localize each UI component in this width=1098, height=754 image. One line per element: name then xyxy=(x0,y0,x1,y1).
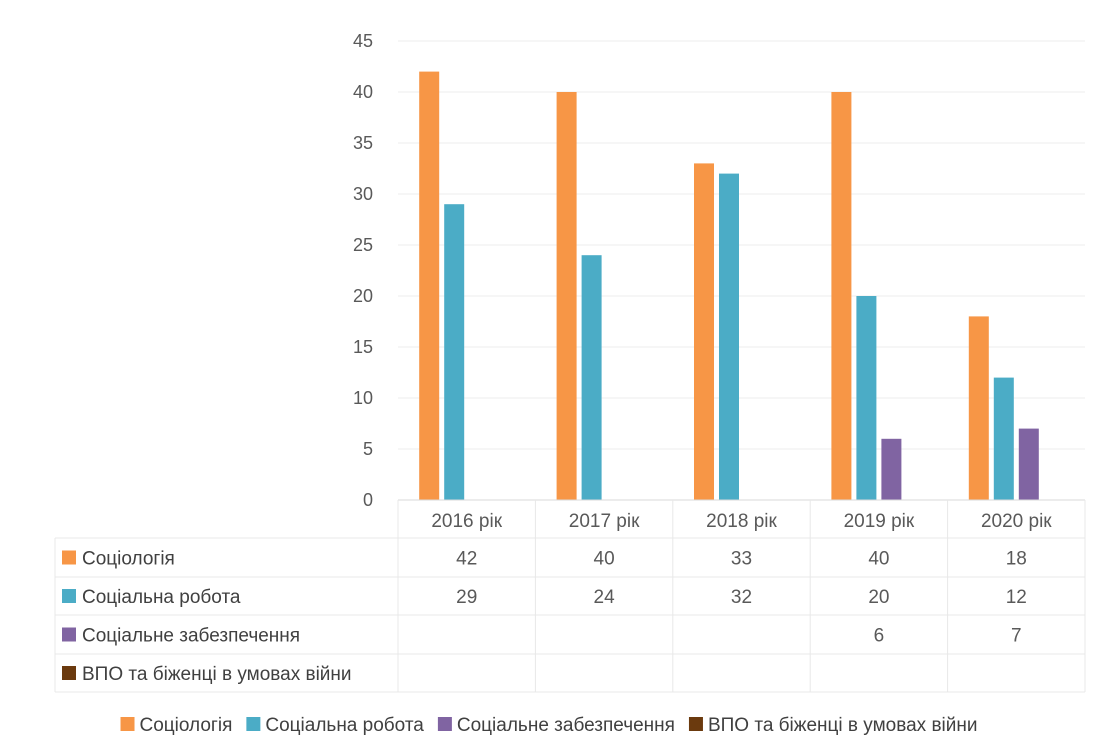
y-tick-label: 45 xyxy=(353,31,373,51)
category-label: 2019 рік xyxy=(844,511,915,532)
category-label: 2016 рік xyxy=(431,511,502,532)
data-label: 20 xyxy=(868,587,889,608)
legend-swatch-соціальне-забезпечення xyxy=(437,717,452,731)
series-label: Соціальна робота xyxy=(82,587,241,608)
data-label: 32 xyxy=(731,587,752,608)
series-label: ВПО та біженці в умовах війни xyxy=(82,664,352,685)
y-tick-label: 20 xyxy=(353,286,373,306)
bar-соціальне-забезпечення-2020-рік xyxy=(1018,428,1039,500)
data-label: 7 xyxy=(1011,626,1022,647)
data-label: 12 xyxy=(1006,587,1027,608)
legend-swatch-соціальна-робота xyxy=(246,717,261,731)
category-label: 2020 рік xyxy=(981,511,1052,532)
legend-label: ВПО та біженці в умовах війни xyxy=(708,715,978,736)
data-label: 24 xyxy=(594,587,616,608)
bar-соціологія-2016-рік xyxy=(419,71,440,500)
data-label: 42 xyxy=(456,549,477,570)
y-tick-label: 35 xyxy=(353,133,373,153)
bar-соціологія-2018-рік xyxy=(694,163,714,500)
bar-соціальна-робота-2020-рік xyxy=(993,377,1014,500)
category-label: 2017 рік xyxy=(569,511,640,532)
y-tick-label: 30 xyxy=(353,184,373,204)
bar-соціальна-робота-2017-рік xyxy=(581,255,602,500)
bar-соціальна-робота-2016-рік xyxy=(444,204,465,500)
series-key-соціальне-забезпечення xyxy=(62,627,76,642)
data-label: 18 xyxy=(1006,549,1027,570)
data-table: 2016 рік 2017 рік 2018 рік 2019 рік 2020 рік… xyxy=(54,499,1086,693)
y-tick-label: 40 xyxy=(353,82,373,102)
data-label: 29 xyxy=(456,587,477,608)
bar-соціальна-робота-2019-рік xyxy=(856,296,877,500)
series-key-соціальна-робота xyxy=(62,589,76,603)
y-axis-ticks: 0 5 10 15 20 25 30 35 40 45 xyxy=(353,31,373,510)
bar-соціологія-2017-рік xyxy=(556,92,577,500)
data-label: 33 xyxy=(731,549,752,570)
y-tick-label: 0 xyxy=(363,490,373,510)
gridlines xyxy=(398,40,1085,450)
series-label: Соціологія xyxy=(82,549,175,570)
y-tick-label: 5 xyxy=(363,439,373,459)
series-key-впо-та-біженці-в-умовах-війни xyxy=(62,666,76,680)
y-tick-label: 15 xyxy=(353,337,373,357)
bar-соціологія-2020-рік xyxy=(968,316,989,500)
legend-label: Соціальна робота xyxy=(265,715,424,736)
series-key-соціологія xyxy=(62,550,76,565)
y-tick-label: 10 xyxy=(353,388,373,408)
bar-соціальна-робота-2018-рік xyxy=(719,173,739,500)
bars xyxy=(419,71,1039,500)
legend-label: Соціологія xyxy=(140,715,233,736)
data-label: 40 xyxy=(594,549,615,570)
y-tick-label: 25 xyxy=(353,235,373,255)
legend-swatch-впо-та-біженці-в-умовах-війни xyxy=(688,717,703,731)
data-label: 6 xyxy=(874,626,885,647)
bar-соціологія-2019-рік xyxy=(831,92,852,500)
legend-label: Соціальне забезпечення xyxy=(457,715,675,736)
legend: Соціологія Соціальна робота Соціальне забе… xyxy=(120,715,978,736)
data-label: 40 xyxy=(868,549,889,570)
legend-swatch-соціологія xyxy=(120,717,135,731)
series-label: Соціальне забезпечення xyxy=(82,626,300,647)
bar-соціальне-забезпечення-2019-рік xyxy=(881,438,902,500)
category-label: 2018 рік xyxy=(706,511,777,532)
